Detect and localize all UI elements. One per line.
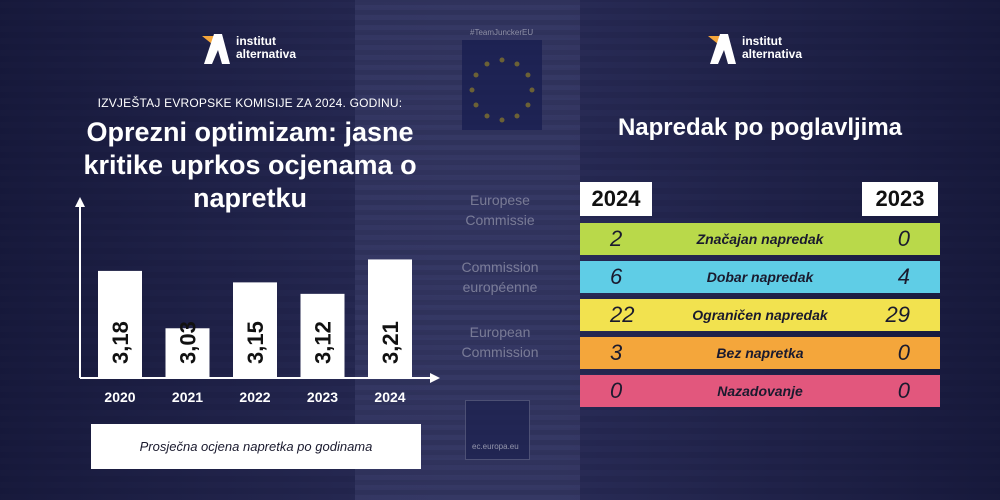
bar-2021	[165, 328, 210, 378]
bar-value-label: 3,21	[378, 321, 403, 364]
row-value-2024: 3	[610, 340, 623, 365]
row-value-2023: 0	[897, 226, 910, 251]
logo-text: institut alternativa	[236, 35, 296, 61]
year-2024-header: 2024	[580, 182, 652, 216]
report-subtitle: IZVJEŠTAJ EVROPSKE KOMISIJE ZA 2024. GOD…	[97, 96, 403, 110]
eu-star	[514, 113, 520, 119]
eu-star	[473, 102, 479, 108]
row-value-2024: 2	[610, 226, 623, 251]
eu-star	[469, 87, 475, 93]
bar-2024	[368, 259, 412, 378]
logo-line2: alternativa	[236, 47, 297, 61]
logo-text: institut alternativa	[742, 35, 802, 61]
eu-star	[529, 87, 535, 93]
row-value-2023: 29	[885, 302, 910, 327]
progress-row: 0 Nazadovanje 0	[580, 375, 940, 407]
eu-flag	[462, 40, 542, 130]
row-value-2023: 4	[897, 264, 910, 289]
row-label: Bez napretka	[716, 345, 804, 361]
logo-right: institut alternativa	[706, 30, 802, 66]
progress-row: 22 Ograničen napredak 29	[580, 299, 940, 331]
background-hashtag: #TeamJunckerEU	[470, 28, 534, 37]
row-value-2023: 0	[897, 378, 910, 403]
bar-value-label: 3,12	[311, 321, 336, 364]
row-label: Ograničen napredak	[692, 307, 828, 323]
eu-star	[525, 72, 531, 78]
bar-2020	[98, 270, 142, 378]
eu-star	[499, 117, 505, 123]
institut-alternativa-logo-icon	[202, 34, 230, 64]
progress-row: 6 Dobar napredak 4	[580, 261, 940, 293]
logo-left: institut alternativa	[200, 30, 296, 66]
x-axis-arrow-icon	[430, 373, 440, 383]
eu-star	[514, 61, 520, 67]
background-label-nl: Europese Commissie	[465, 192, 535, 228]
ec-sign	[465, 400, 530, 460]
bar-value-label: 3,03	[176, 321, 201, 364]
background-label-fr: Commission européenne	[461, 259, 539, 295]
eu-star	[473, 72, 479, 78]
x-tick-label: 2020	[104, 389, 135, 405]
institut-alternativa-logo-icon	[708, 34, 736, 64]
bar-value-label: 3,15	[243, 321, 268, 364]
x-tick-label: 2021	[172, 389, 203, 405]
row-label: Dobar napredak	[706, 269, 814, 285]
page-title: Oprezni optimizam: jasne kritike uprkos …	[83, 117, 417, 213]
row-value-2023: 0	[897, 340, 910, 365]
bar-value-label: 3,18	[108, 321, 133, 364]
eu-star	[525, 102, 531, 108]
row-label: Značajan napredak	[696, 231, 824, 247]
row-value-2024: 6	[610, 264, 623, 289]
x-tick-label: 2023	[307, 389, 338, 405]
row-value-2024: 22	[610, 302, 635, 327]
progress-row: 2 Značajan napredak 0	[580, 223, 940, 255]
bar-2022	[233, 282, 277, 378]
logo-line1: institut	[236, 34, 276, 48]
logo-line1: institut	[742, 34, 782, 48]
eu-star	[484, 61, 490, 67]
x-tick-label: 2024	[374, 389, 405, 405]
year-2023-header: 2023	[862, 182, 938, 216]
x-tick-label: 2022	[239, 389, 270, 405]
eu-star	[499, 57, 505, 63]
bar-2023	[300, 293, 345, 378]
logo-line2: alternativa	[742, 47, 803, 61]
row-value-2024: 0	[610, 378, 623, 403]
right-title: Napredak po poglavljima	[617, 114, 903, 141]
background-label-en: European Commission	[461, 324, 539, 360]
chart-legend: Prosječna ocjena napretka po godinama	[91, 424, 421, 469]
eu-star	[484, 113, 490, 119]
progress-row: 3 Bez napretka 0	[580, 337, 940, 369]
bar-chart: 3,18 2020 3,03 2021 3,15 2022 3,12 2023 3,21 2024	[75, 197, 440, 405]
row-label: Nazadovanje	[717, 383, 803, 399]
y-axis-arrow-icon	[75, 197, 85, 207]
ec-url: ec.europa.eu	[472, 442, 519, 451]
